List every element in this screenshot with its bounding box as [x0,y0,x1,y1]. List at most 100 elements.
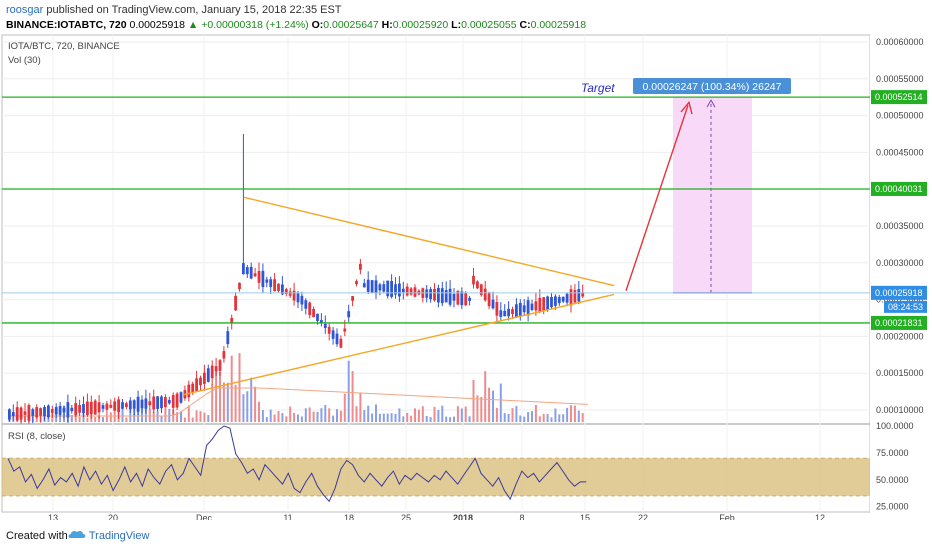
open-value: 0.00025647 [323,19,379,31]
volume-bar [503,413,506,422]
candle-body [144,398,148,409]
volume-bar [566,407,569,422]
candle-body [425,289,429,298]
close-value: 0.00025918 [530,19,587,31]
volume-bar [254,386,257,422]
time-tick-label: 13 [48,513,58,520]
projection-arrowhead [680,100,693,115]
target-box [673,97,752,293]
volume-bar [281,413,284,422]
candle-body [491,299,495,309]
candle-body [210,365,214,379]
candle-body [206,368,210,382]
volume-bar [156,411,159,422]
volume-bar [414,408,416,422]
candle-body [58,405,62,415]
volume-bar [285,416,288,422]
candle-body [339,338,343,348]
volume-bar [242,394,245,422]
candle-body [409,288,413,295]
candle-body [472,275,475,285]
candle-body [288,291,292,296]
author-link[interactable]: roosgar [6,4,44,16]
volume-bar [328,408,331,422]
price-tick-label: 0.00020000 [876,331,924,341]
chart-area[interactable]: 0.00060000 0.00055000 0.00050000 0.00045000… [0,34,932,520]
volume-bar [230,355,233,422]
candle-body [19,407,23,420]
price-tick-label: 0.00060000 [876,37,924,47]
candle-body [125,403,128,408]
footer: Created with TradingView [0,520,932,550]
price-tick-label: 0.00010000 [876,405,924,415]
volume-bar [125,417,128,422]
volume-bar [453,416,455,422]
volume-bar [441,405,444,422]
candle-body [460,291,464,306]
tradingview-logo[interactable]: TradingView [68,529,149,542]
volume-bar [269,409,272,422]
candle-body [281,284,284,295]
volume-bar [460,408,463,422]
candle-body [308,302,312,316]
candle-body [54,407,58,415]
candle-body [440,288,444,304]
volume-bar [219,371,221,422]
volume-bar [570,405,572,422]
volume-bar [144,406,147,422]
volume-bar [222,382,225,422]
candle-body [269,279,273,288]
candle-body [140,399,144,409]
volume-bar [343,393,346,422]
price-tick-label: 0.00030000 [876,258,924,268]
candle-body [78,404,81,413]
price-axis[interactable]: 0.00060000 0.00055000 0.00050000 0.00045000… [870,35,932,512]
candle-body [214,366,218,372]
candle-body [355,281,358,285]
candle-body [312,308,315,318]
volume-bar [464,406,467,422]
candle-body [203,372,206,384]
candle-body [242,263,245,275]
volume-bar [320,408,323,422]
time-axis[interactable]: 13 20 Dec 11 18 25 2018 8 15 22 Feb 12 [48,513,825,520]
time-tick-label: 8 [519,513,524,520]
rsi-line [7,425,587,503]
volume-bar [562,414,565,422]
candle-body [164,397,167,408]
volume-bar [523,416,526,422]
volume-bar [203,412,206,422]
volume-bar [382,413,385,422]
volume-bar [398,408,401,422]
volume-bar [375,404,377,422]
candle-body [522,305,526,313]
price-tick-label: 0.00050000 [876,111,924,121]
candle-body [366,279,370,292]
volume-bar [332,415,335,422]
candle-body [565,293,569,303]
high-label: H: [381,19,393,31]
rsi-label: RSI (8, close) [8,431,66,442]
horizontal-levels[interactable] [2,96,870,324]
volume-bar [289,406,292,422]
price-tick-label: 0.00045000 [876,147,924,157]
high-value: 0.00025920 [392,19,449,31]
volume-bar [308,407,311,422]
volume-bar [148,408,151,422]
volume-bar [160,415,163,422]
candle-body [448,288,452,305]
change-arrow-icon: ▲ [187,19,199,31]
candle-body [234,295,237,311]
time-tick-label: 15 [580,513,590,520]
volume-bar [410,415,413,422]
candle-body [534,301,538,311]
volume-bar [312,411,315,422]
candle-body [581,292,585,297]
triangle-pattern[interactable] [183,100,693,396]
candle-body [265,279,269,283]
volume-bar [316,411,319,422]
candle-body [507,308,510,317]
volume-bar [297,414,299,422]
candle-body [43,407,46,417]
countdown-tag [884,300,927,313]
